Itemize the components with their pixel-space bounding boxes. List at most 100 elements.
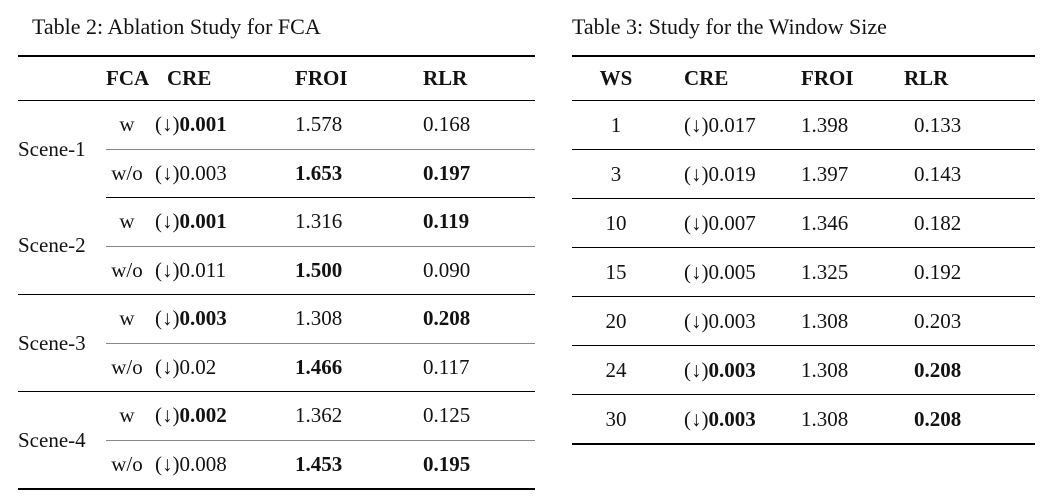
down-arrow-prefix: (↓) bbox=[155, 451, 180, 476]
down-arrow-prefix: (↓) bbox=[155, 306, 180, 331]
rlr-cell: 0.168 bbox=[380, 100, 535, 150]
table-row: w/o (↓)0.003 1.653 0.197 bbox=[18, 149, 535, 198]
froi-cell: 1.578 bbox=[270, 100, 380, 150]
table3-caption: Table 3: Study for the Window Size bbox=[572, 14, 887, 39]
fca-cell: w/o bbox=[106, 246, 148, 295]
rlr-cell: 0.090 bbox=[380, 246, 535, 295]
window-size-table: WS CRE FROI RLR 1 (↓)0.017 1.398 0.133 3… bbox=[572, 55, 1035, 445]
froi-cell: 1.398 bbox=[790, 100, 880, 150]
down-arrow-prefix: (↓) bbox=[684, 357, 709, 382]
rlr-cell: 0.182 bbox=[880, 198, 1035, 248]
window-size-study-section: Table 3: Study for the Window Size WS CR… bbox=[572, 6, 1035, 445]
froi-cell: 1.453 bbox=[295, 451, 343, 476]
col-header-empty bbox=[18, 56, 106, 101]
scene-label: Scene-3 bbox=[18, 294, 106, 392]
cre-value: 0.001 bbox=[179, 209, 227, 234]
header-row: WS CRE FROI RLR bbox=[572, 56, 1035, 101]
cre-value: 0.02 bbox=[179, 354, 217, 379]
cre-cell: (↓)0.003 bbox=[660, 296, 790, 346]
fca-cell: w/o bbox=[106, 343, 148, 392]
froi-cell: 1.308 bbox=[790, 296, 880, 346]
cre-cell: (↓)0.001 bbox=[148, 100, 270, 150]
rlr-cell: 0.208 bbox=[380, 294, 535, 344]
col-header-cre: CRE bbox=[148, 56, 270, 101]
froi-cell: 1.316 bbox=[270, 197, 380, 247]
table-row: 20 (↓)0.003 1.308 0.203 bbox=[572, 296, 1035, 346]
table-row: 15 (↓)0.005 1.325 0.192 bbox=[572, 247, 1035, 297]
cre-cell: (↓)0.02 bbox=[148, 343, 270, 392]
cre-cell: (↓)0.003 bbox=[148, 294, 270, 344]
froi-cell: 1.308 bbox=[801, 406, 849, 431]
cre-value: 0.001 bbox=[179, 112, 227, 137]
table-row: Scene-1 w (↓)0.001 1.578 0.168 bbox=[18, 100, 535, 161]
cre-value: 0.003 bbox=[179, 160, 227, 185]
col-header-froi: FROI bbox=[270, 56, 380, 101]
ws-cell: 24 bbox=[572, 345, 660, 395]
cre-value: 0.017 bbox=[708, 112, 756, 137]
froi-cell: 1.362 bbox=[270, 391, 380, 441]
ws-cell: 15 bbox=[572, 247, 660, 297]
cre-value: 0.005 bbox=[708, 259, 756, 284]
down-arrow-prefix: (↓) bbox=[155, 112, 180, 137]
scene-label: Scene-4 bbox=[18, 391, 106, 490]
down-arrow-prefix: (↓) bbox=[684, 161, 709, 186]
table-row: Scene-4 w (↓)0.002 1.362 0.125 bbox=[18, 391, 535, 490]
down-arrow-prefix: (↓) bbox=[155, 354, 180, 379]
table-row: w/o (↓)0.011 1.500 0.090 bbox=[18, 246, 535, 295]
col-header-cre: CRE bbox=[660, 56, 790, 101]
rlr-cell: 0.197 bbox=[380, 149, 535, 198]
rlr-cell: 0.133 bbox=[880, 100, 1035, 150]
cre-cell: (↓)0.017 bbox=[660, 100, 790, 150]
ablation-table: FCA CRE FROI RLR Scene-1 w (↓)0.001 1.57… bbox=[18, 55, 535, 490]
ablation-study-section: Table 2: Ablation Study for FCA FCA CRE … bbox=[18, 6, 535, 490]
rlr-cell: 0.119 bbox=[380, 197, 535, 247]
rlr-cell: 0.203 bbox=[880, 296, 1035, 346]
col-header-fca: FCA bbox=[106, 56, 149, 101]
froi-cell: 1.500 bbox=[270, 246, 380, 295]
down-arrow-prefix: (↓) bbox=[155, 403, 180, 428]
table2-caption: Table 2: Ablation Study for FCA bbox=[32, 14, 321, 39]
table-row: 3 (↓)0.019 1.397 0.143 bbox=[572, 149, 1035, 199]
cre-cell: (↓)0.003 bbox=[660, 345, 790, 395]
down-arrow-prefix: (↓) bbox=[155, 209, 180, 234]
down-arrow-prefix: (↓) bbox=[155, 257, 180, 282]
ws-cell: 1 bbox=[572, 100, 660, 150]
table-row: Scene-3 w (↓)0.003 1.308 0.208 bbox=[18, 294, 535, 392]
header-row: FCA CRE FROI RLR bbox=[18, 56, 535, 101]
cre-value: 0.011 bbox=[179, 257, 226, 282]
rlr-cell: 0.125 bbox=[380, 391, 535, 441]
ws-cell: 3 bbox=[572, 149, 660, 199]
cre-cell: (↓)0.003 bbox=[660, 395, 790, 445]
col-header-ws: WS bbox=[572, 56, 660, 101]
table-row: w/o (↓)0.008 1.453 0.195 bbox=[18, 440, 535, 489]
fca-cell: w bbox=[106, 391, 148, 441]
froi-cell: 1.346 bbox=[790, 198, 880, 248]
froi-cell: 1.653 bbox=[270, 149, 380, 198]
cre-value: 0.003 bbox=[708, 406, 756, 431]
col-header-rlr: RLR bbox=[380, 56, 535, 101]
cre-value: 0.007 bbox=[708, 210, 756, 235]
rlr-cell: 0.208 bbox=[880, 345, 1035, 395]
rlr-cell: 0.208 bbox=[914, 406, 962, 431]
col-header-rlr: RLR bbox=[880, 56, 1035, 101]
down-arrow-prefix: (↓) bbox=[684, 259, 709, 284]
down-arrow-prefix: (↓) bbox=[684, 112, 709, 137]
rlr-cell: 0.117 bbox=[380, 343, 535, 392]
ws-cell: 20 bbox=[572, 296, 660, 346]
fca-cell: w bbox=[106, 197, 148, 247]
table-row: 1 (↓)0.017 1.398 0.133 bbox=[572, 100, 1035, 150]
table-row: 24 (↓)0.003 1.308 0.208 bbox=[572, 345, 1035, 395]
table-row: Scene-2 w (↓)0.001 1.316 0.119 bbox=[18, 197, 535, 295]
down-arrow-prefix: (↓) bbox=[684, 406, 709, 431]
rlr-cell: 0.143 bbox=[880, 149, 1035, 199]
col-header-froi: FROI bbox=[790, 56, 880, 101]
ws-cell: 30 bbox=[605, 406, 627, 431]
fca-cell: w bbox=[106, 100, 148, 150]
cre-value: 0.003 bbox=[708, 357, 756, 382]
rlr-cell: 0.192 bbox=[880, 247, 1035, 297]
froi-cell: 1.308 bbox=[790, 345, 880, 395]
cre-cell: (↓)0.019 bbox=[660, 149, 790, 199]
cre-cell: (↓)0.007 bbox=[660, 198, 790, 248]
cre-cell: (↓)0.001 bbox=[148, 197, 270, 247]
cre-cell: (↓)0.005 bbox=[660, 247, 790, 297]
